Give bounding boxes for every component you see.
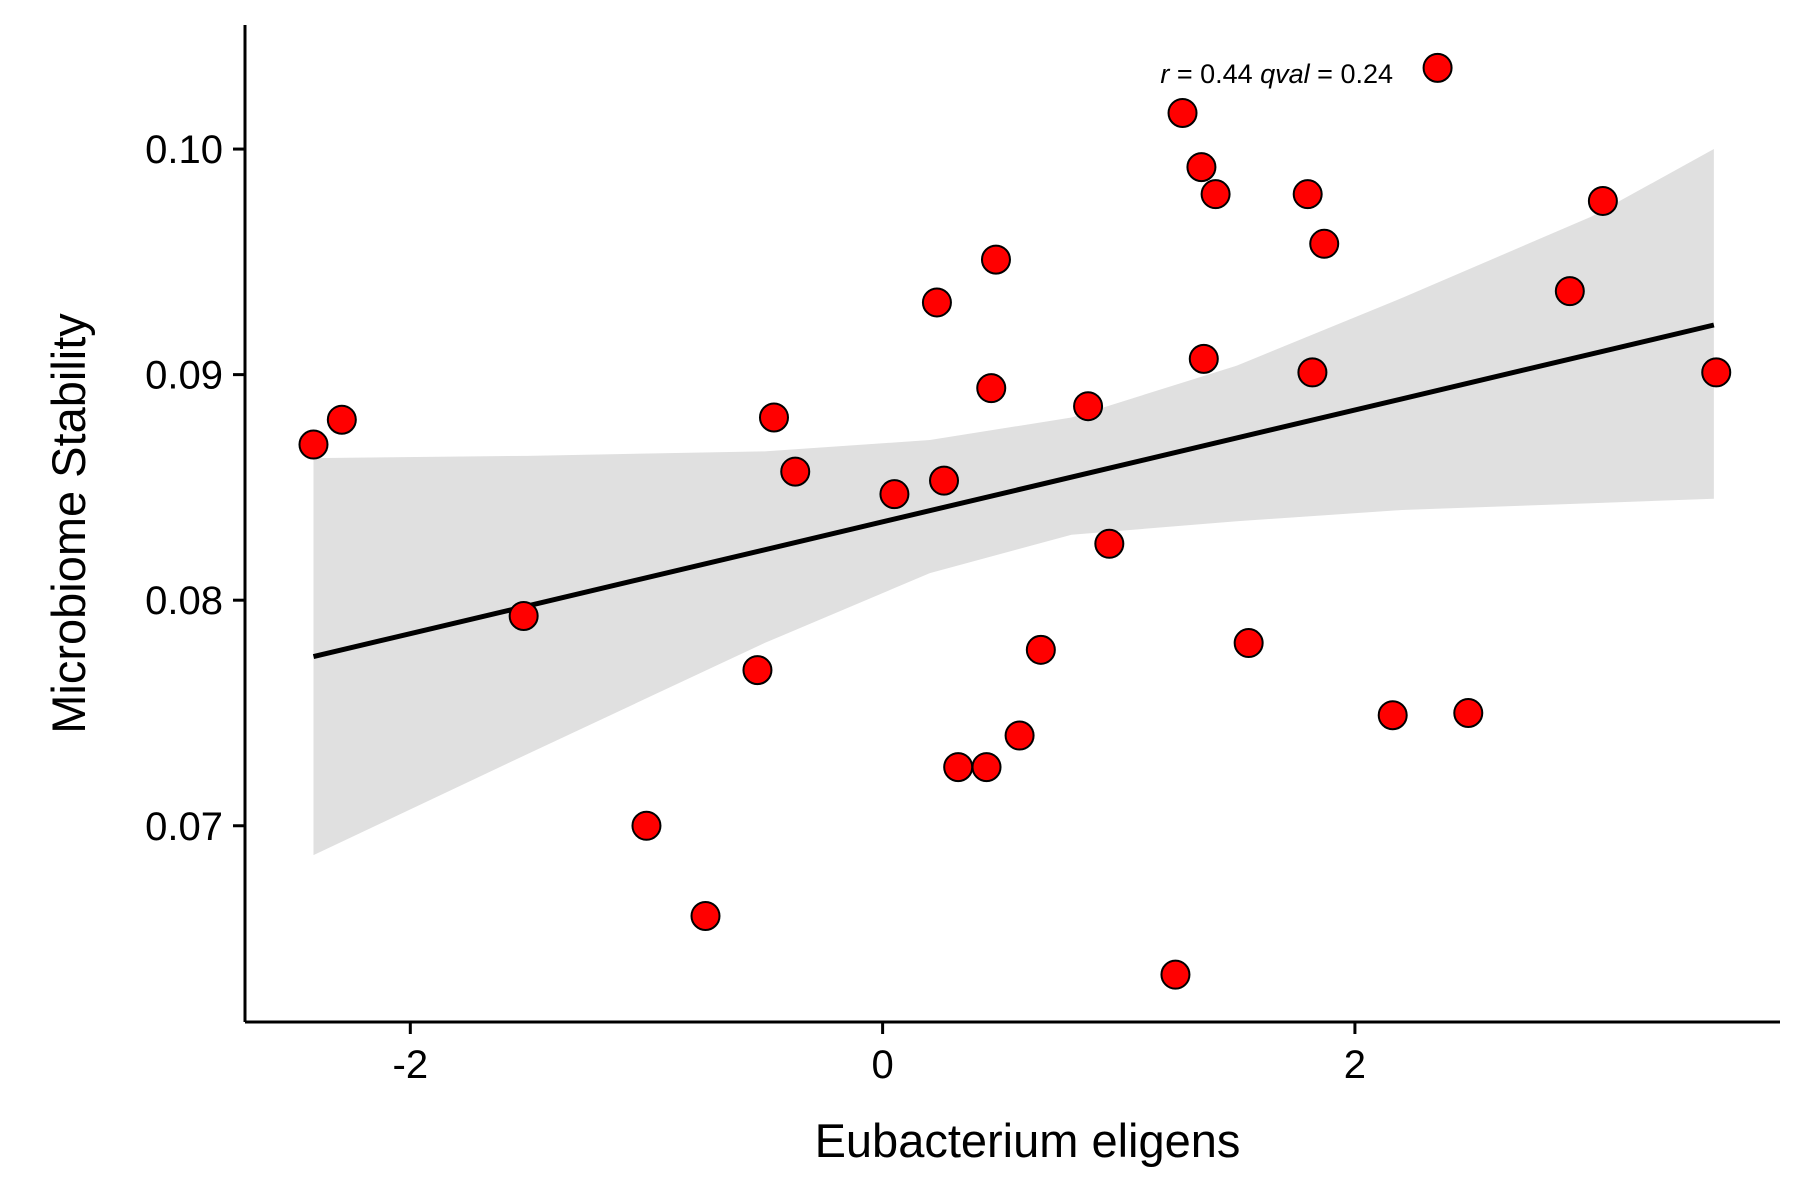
data-point [1025, 634, 1056, 665]
data-point [326, 404, 357, 435]
data-point [921, 287, 952, 318]
data-point [508, 600, 539, 631]
data-point [1233, 628, 1264, 659]
confidence-band-layer [313, 149, 1714, 856]
axes [243, 25, 1780, 1024]
data-point [943, 752, 974, 783]
regression-line [312, 322, 1715, 660]
data-point [971, 752, 1002, 783]
q-symbol: qval [1260, 59, 1311, 89]
confidence-band [313, 149, 1714, 856]
ticks-layer: -2 0 2 0.07 0.08 0.09 0.10 [145, 128, 1366, 1087]
data-point [780, 456, 811, 487]
data-point [929, 465, 960, 496]
data-point [1587, 185, 1618, 216]
y-tick-label: 0.10 [145, 128, 223, 172]
data-point [1200, 179, 1231, 210]
correlation-annotation: r = 0.44 qval = 0.24 [1160, 59, 1393, 89]
q-value: = 0.24 [1310, 59, 1393, 89]
data-point [1167, 97, 1198, 128]
data-point [631, 810, 662, 841]
data-point [1188, 343, 1219, 374]
data-point [1292, 179, 1323, 210]
data-point [1554, 276, 1585, 307]
x-tick-label: -2 [393, 1043, 429, 1087]
x-axis-title: Eubacterium eligens [815, 1114, 1241, 1167]
y-axis-title: Microbiome Stability [42, 313, 95, 734]
fit-line-layer [312, 322, 1715, 660]
data-point [298, 429, 329, 460]
data-point [1297, 357, 1328, 388]
y-tick-label: 0.08 [145, 579, 223, 623]
data-point [1160, 959, 1191, 990]
x-tick-label: 0 [871, 1043, 893, 1087]
data-point [1073, 391, 1104, 422]
y-tick-label: 0.07 [145, 805, 223, 849]
data-point [690, 900, 721, 931]
data-point [879, 479, 910, 510]
data-point [742, 655, 773, 686]
data-point [980, 244, 1011, 275]
data-point [1186, 152, 1217, 183]
data-point [1377, 700, 1408, 731]
data-point [1004, 720, 1035, 751]
data-point [1422, 52, 1453, 83]
r-value: = 0.44 [1169, 59, 1260, 89]
data-point [1309, 228, 1340, 259]
x-tick-label: 2 [1344, 1043, 1366, 1087]
data-point [1453, 697, 1484, 728]
data-point [1094, 528, 1125, 559]
data-point [758, 402, 789, 433]
r-symbol: r [1160, 59, 1170, 89]
points-layer [298, 52, 1732, 990]
data-point [1701, 357, 1732, 388]
y-tick-label: 0.09 [145, 354, 223, 398]
data-point [976, 373, 1007, 404]
